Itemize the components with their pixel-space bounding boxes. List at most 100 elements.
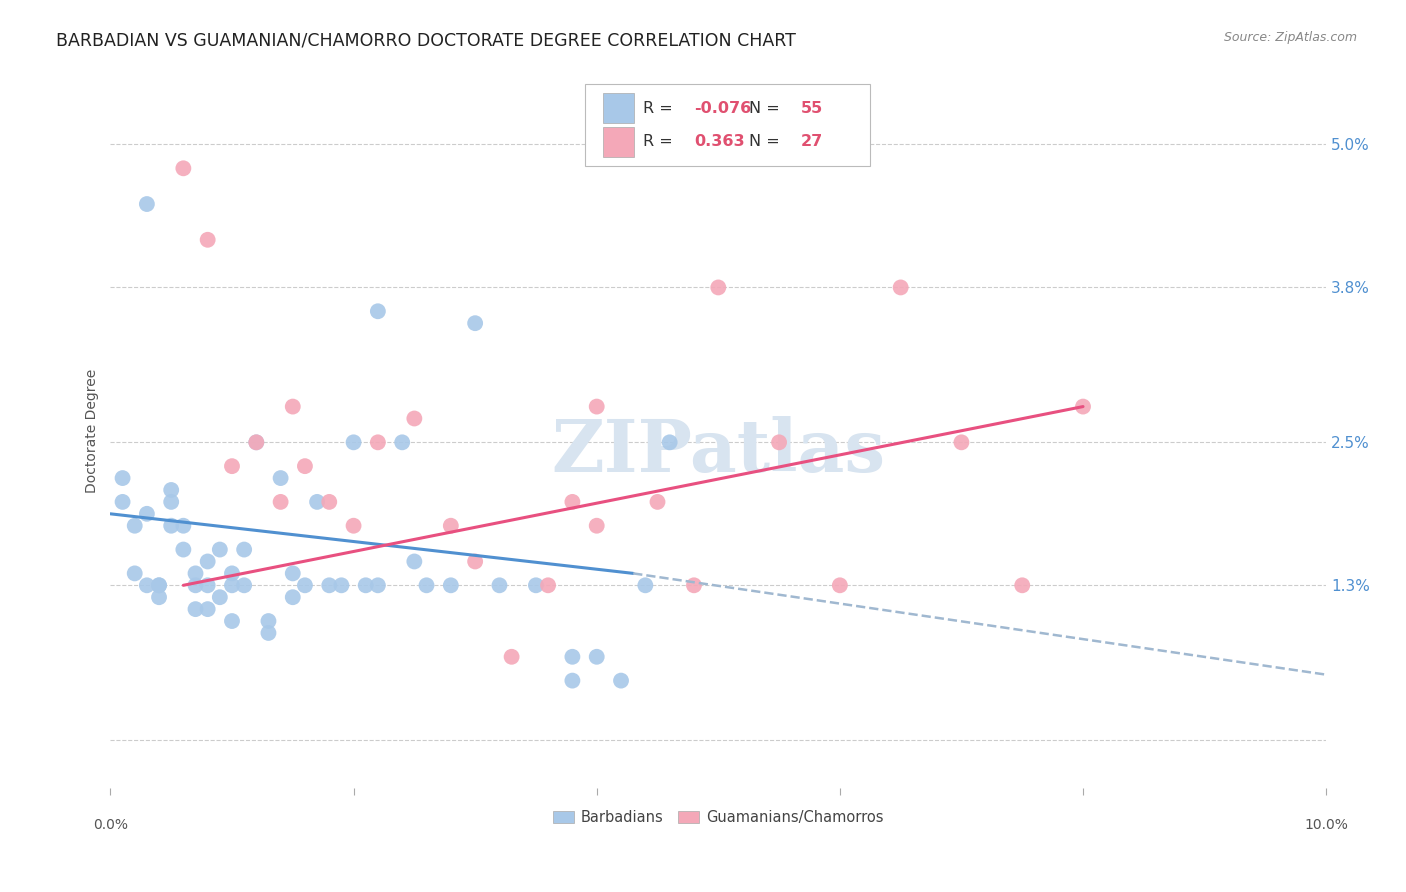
Point <box>367 304 389 318</box>
Point <box>890 280 912 294</box>
Point <box>342 518 364 533</box>
Point <box>415 578 437 592</box>
Text: N =: N = <box>748 101 785 115</box>
Point <box>245 435 267 450</box>
Text: 0.0%: 0.0% <box>93 818 128 832</box>
Text: 0.363: 0.363 <box>695 134 745 149</box>
Text: Source: ZipAtlas.com: Source: ZipAtlas.com <box>1223 31 1357 45</box>
Text: -0.076: -0.076 <box>695 101 751 115</box>
Point <box>208 591 231 605</box>
Point <box>208 542 231 557</box>
Point <box>124 566 146 581</box>
Point <box>245 435 267 450</box>
Point <box>1071 400 1094 414</box>
Legend: Barbadians, Guamanians/Chamorros: Barbadians, Guamanians/Chamorros <box>547 804 889 830</box>
Point <box>233 542 256 557</box>
Point <box>294 578 316 592</box>
Point <box>111 495 134 509</box>
Point <box>160 483 183 497</box>
Text: R =: R = <box>643 101 678 115</box>
Point <box>828 578 851 592</box>
Point <box>197 578 219 592</box>
Text: ZIPatlas: ZIPatlas <box>551 417 886 487</box>
Point <box>707 280 730 294</box>
Text: 55: 55 <box>801 101 824 115</box>
Point <box>561 673 583 688</box>
Point <box>233 578 256 592</box>
Text: N =: N = <box>748 134 785 149</box>
Point <box>184 566 207 581</box>
Point <box>330 578 353 592</box>
Point <box>464 554 486 568</box>
Point <box>270 471 292 485</box>
Point <box>501 649 523 664</box>
Point <box>367 578 389 592</box>
Point <box>404 554 426 568</box>
Text: 27: 27 <box>801 134 824 149</box>
Point <box>404 411 426 425</box>
Point <box>647 495 669 509</box>
Point <box>197 233 219 247</box>
Point <box>281 566 304 581</box>
Point <box>342 435 364 450</box>
Point <box>148 578 170 592</box>
Point <box>307 495 329 509</box>
Point <box>270 495 292 509</box>
Point <box>768 435 790 450</box>
Point <box>488 578 510 592</box>
Point <box>537 578 560 592</box>
Point <box>172 161 194 176</box>
Point <box>221 459 243 474</box>
Point <box>124 518 146 533</box>
Point <box>197 602 219 616</box>
FancyBboxPatch shape <box>603 127 634 157</box>
Point <box>197 554 219 568</box>
FancyBboxPatch shape <box>585 84 870 166</box>
Text: 10.0%: 10.0% <box>1305 818 1348 832</box>
FancyBboxPatch shape <box>603 93 634 123</box>
Point <box>585 649 607 664</box>
Point <box>221 614 243 628</box>
Point <box>257 626 280 640</box>
Point <box>111 471 134 485</box>
Point <box>135 578 157 592</box>
Point <box>160 518 183 533</box>
Point <box>440 578 463 592</box>
Point <box>464 316 486 330</box>
Point <box>367 435 389 450</box>
Point <box>294 459 316 474</box>
Point <box>160 495 183 509</box>
Point <box>950 435 973 450</box>
Point <box>281 400 304 414</box>
Point <box>148 578 170 592</box>
Point <box>634 578 657 592</box>
Point <box>561 649 583 664</box>
Point <box>391 435 413 450</box>
Point <box>561 495 583 509</box>
Point <box>683 578 706 592</box>
Point <box>658 435 681 450</box>
Text: R =: R = <box>643 134 678 149</box>
Point <box>318 578 340 592</box>
Point <box>184 602 207 616</box>
Point <box>318 495 340 509</box>
Point <box>1011 578 1033 592</box>
Point <box>524 578 547 592</box>
Point <box>440 518 463 533</box>
Point <box>172 542 194 557</box>
Point <box>184 578 207 592</box>
Point <box>354 578 377 592</box>
Point <box>281 591 304 605</box>
Point <box>221 578 243 592</box>
Point <box>172 518 194 533</box>
Y-axis label: Doctorate Degree: Doctorate Degree <box>86 368 100 492</box>
Point <box>610 673 633 688</box>
Point <box>148 591 170 605</box>
Point <box>221 566 243 581</box>
Point <box>585 400 607 414</box>
Point <box>135 197 157 211</box>
Point <box>585 518 607 533</box>
Point <box>257 614 280 628</box>
Text: BARBADIAN VS GUAMANIAN/CHAMORRO DOCTORATE DEGREE CORRELATION CHART: BARBADIAN VS GUAMANIAN/CHAMORRO DOCTORAT… <box>56 31 796 49</box>
Point <box>135 507 157 521</box>
